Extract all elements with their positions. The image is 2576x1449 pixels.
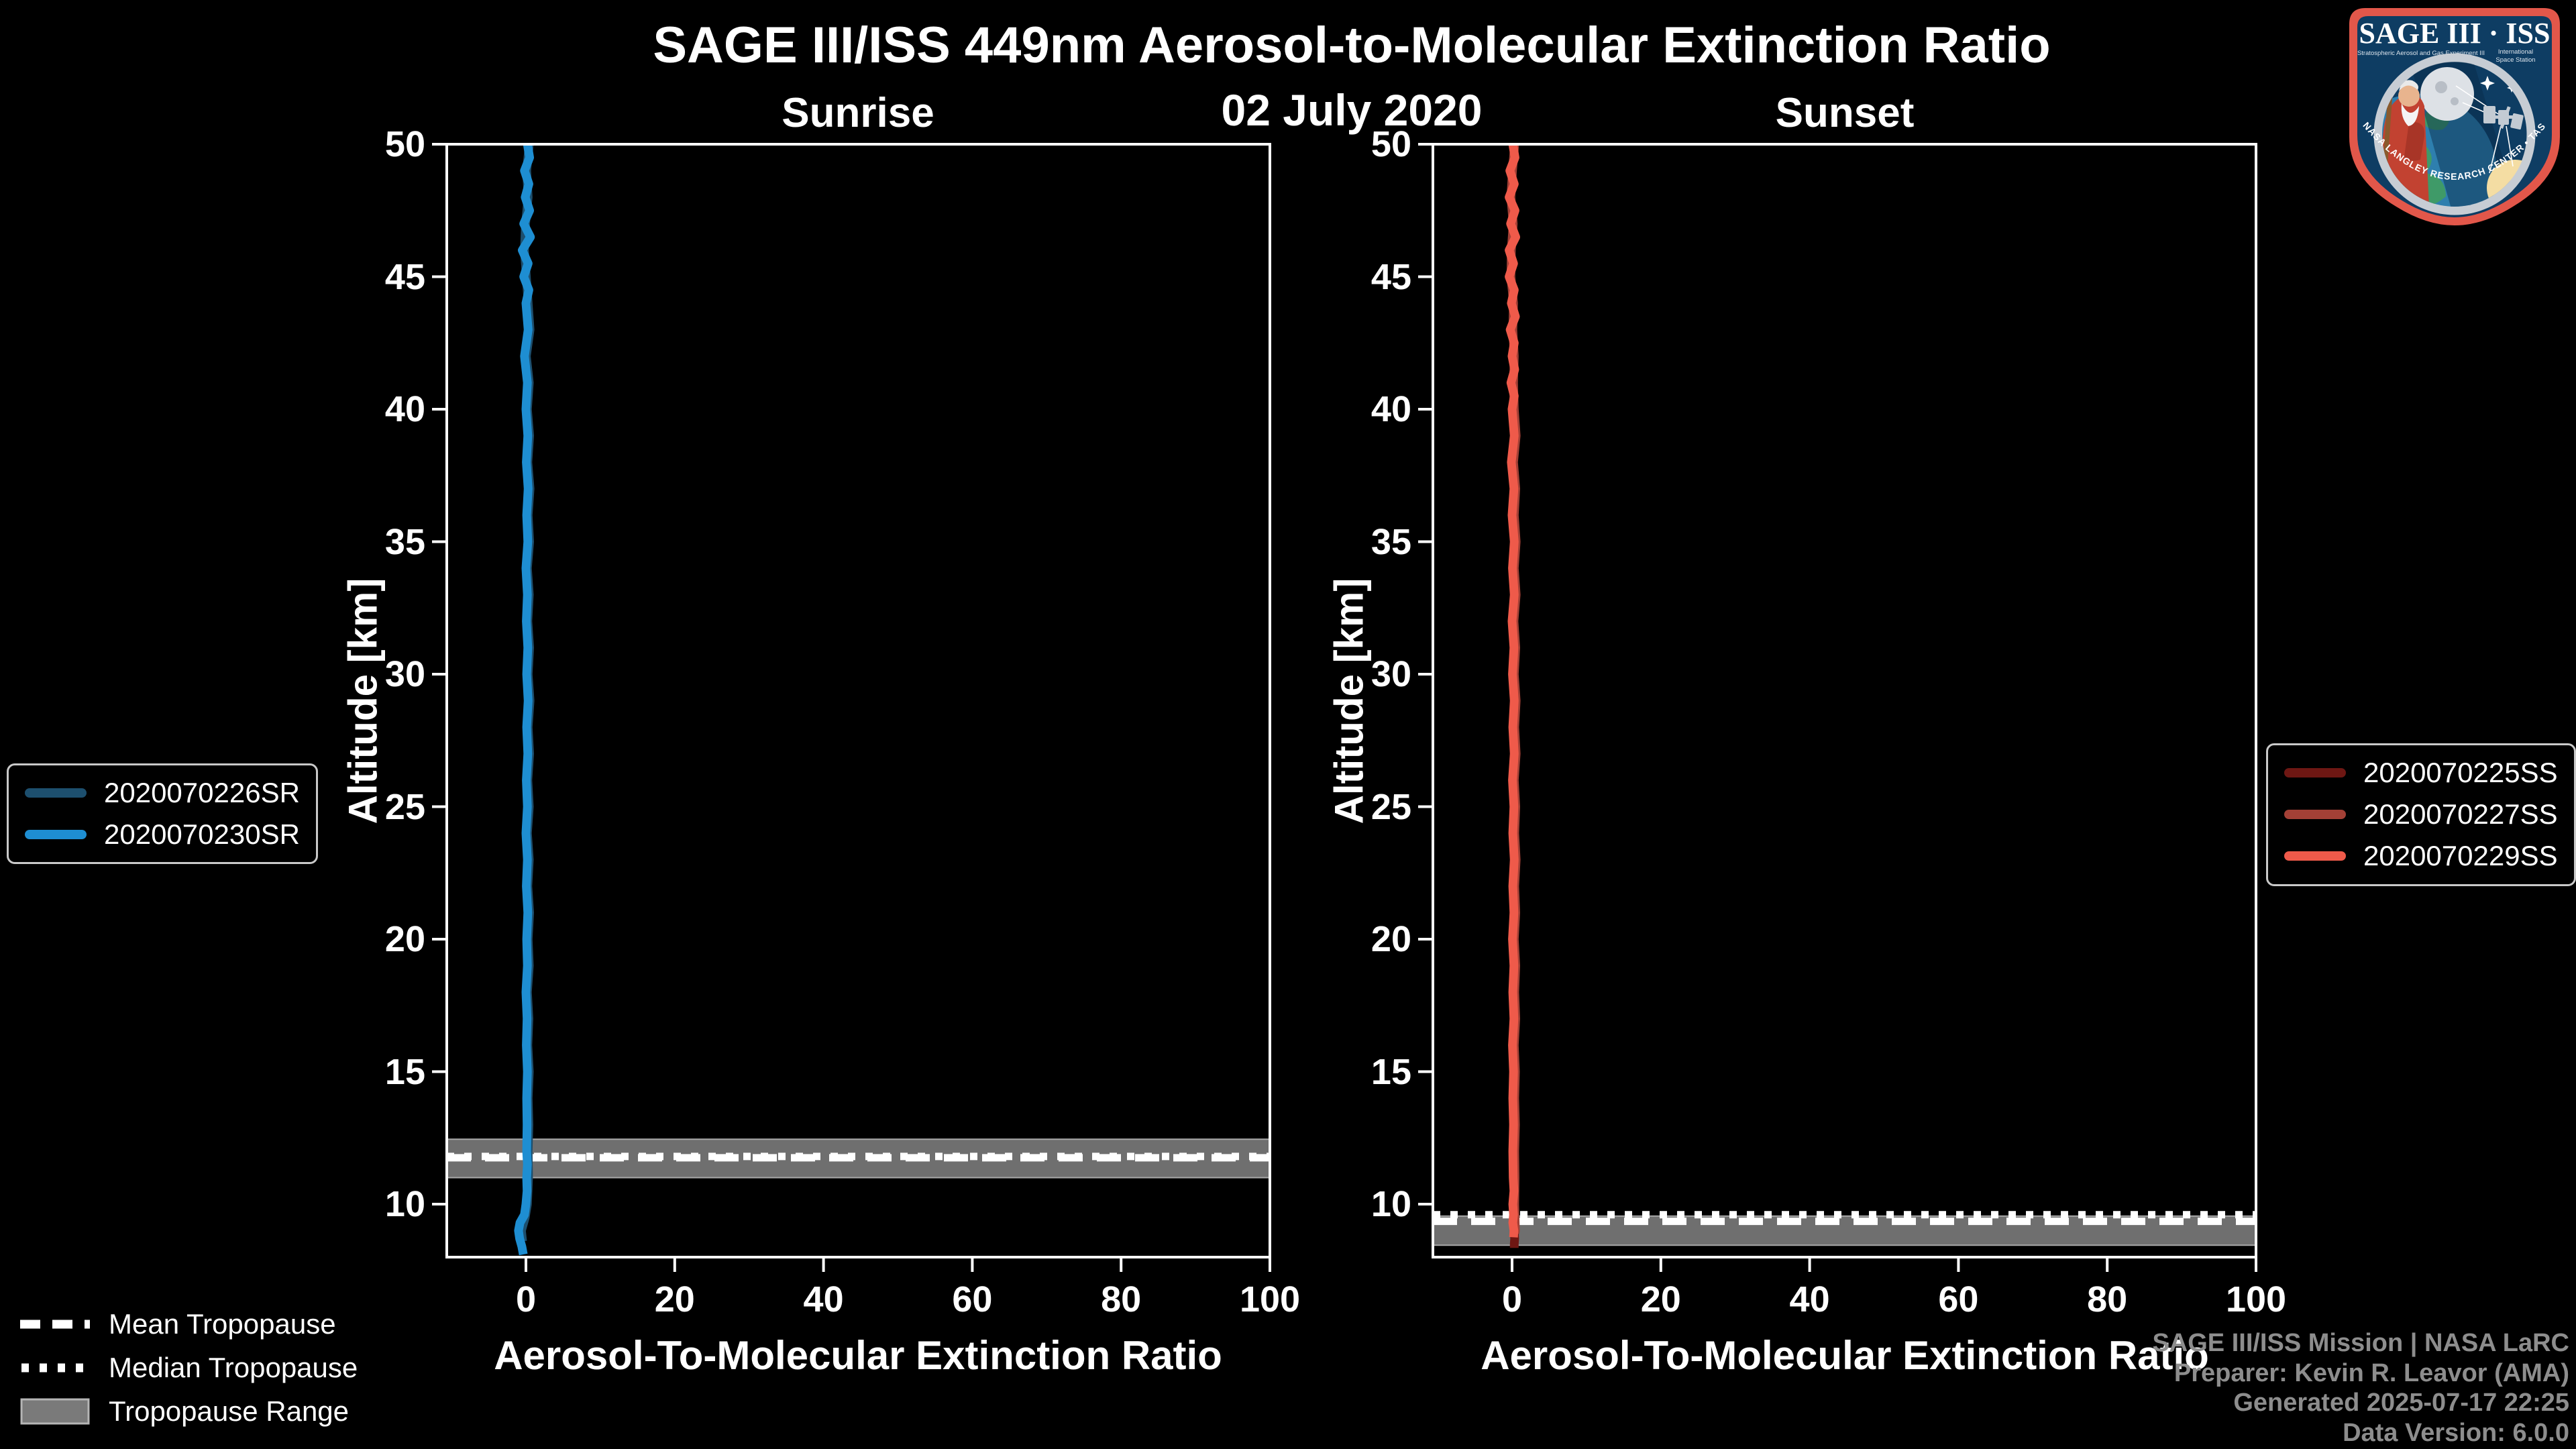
x-tick-label: 60: [1938, 1279, 1979, 1320]
x-tick-label: 0: [515, 1279, 537, 1320]
series-legend-label: 2020070225SS: [2363, 757, 2558, 788]
figure-date-subtitle: 02 July 2020: [1221, 85, 1483, 135]
y-axis-label-sunrise: Altitude [km]: [340, 578, 386, 824]
series-legend-label: 2020070227SS: [2363, 798, 2558, 830]
y-tick-label: 15: [1371, 1051, 1411, 1092]
series-legend-label: 2020070230SR: [104, 818, 300, 851]
y-tick-label: 20: [384, 919, 425, 959]
credit-preparer: Preparer: Kevin R. Leavor (AMA): [2174, 1358, 2569, 1387]
y-tick-label: 45: [384, 256, 425, 297]
legend-row: 2020070230SR: [25, 818, 300, 851]
x-tick-label: 100: [1239, 1279, 1301, 1320]
y-tick-label: 40: [1371, 389, 1411, 429]
y-tick-label: 10: [384, 1184, 425, 1224]
x-tick-label: 100: [2225, 1279, 2287, 1320]
patch-subtitle-right-1: International: [2498, 48, 2533, 56]
legend-label: Tropopause Range: [109, 1395, 350, 1427]
series-color-swatch: [25, 788, 87, 798]
y-tick-label: 15: [384, 1051, 425, 1092]
series-color-swatch: [25, 830, 87, 840]
x-tick-label: 20: [654, 1279, 695, 1320]
legend-label: Median Tropopause: [109, 1352, 358, 1383]
sunrise-series-legend: 2020070226SR 2020070230SR: [7, 763, 318, 865]
y-tick-label: 50: [1371, 124, 1411, 164]
legend-row: 2020070229SS: [2284, 841, 2558, 871]
credit-mission: SAGE III/ISS Mission | NASA LaRC: [2152, 1329, 2569, 1358]
x-tick-label: 40: [803, 1279, 844, 1320]
figure-title: SAGE III/ISS 449nm Aerosol-to-Molecular …: [653, 17, 2051, 74]
legend-row: Mean Tropopause: [20, 1307, 358, 1342]
series-color-swatch: [2284, 851, 2346, 861]
tropopause-range-swatch: [20, 1398, 90, 1425]
y-axis-label-sunset: Altitude [km]: [1326, 578, 1372, 824]
patch-moon-crater: [2451, 97, 2459, 105]
y-tick-label: 30: [384, 654, 425, 694]
plot-frame: [445, 143, 1271, 1258]
profile-line-2020070229SS: [1505, 143, 1520, 1238]
median-tropopause-swatch: [20, 1362, 90, 1373]
patch-title: SAGE III · ISS: [2359, 17, 2551, 50]
patch-subtitle-right-2: Space Station: [2496, 56, 2535, 64]
legend-row: Tropopause Range: [20, 1394, 358, 1429]
patch-moon-crater: [2435, 81, 2447, 93]
y-tick-label: 35: [1371, 521, 1411, 562]
series-legend-label: 2020070229SS: [2363, 840, 2558, 872]
legend-row: 2020070226SR: [25, 777, 300, 808]
tropopause-legend: Mean Tropopause Median Tropopause Tropop…: [20, 1307, 358, 1429]
y-tick-label: 35: [384, 521, 425, 562]
legend-row: Median Tropopause: [20, 1350, 358, 1385]
profile-line-2020070230SR: [514, 143, 535, 1256]
x-tick-label: 0: [1501, 1279, 1523, 1320]
sunset-series-legend: 2020070225SS 2020070227SS 2020070229SS: [2266, 743, 2576, 886]
series-legend-label: 2020070226SR: [104, 777, 300, 808]
y-tick-label: 25: [1371, 786, 1411, 827]
credit-data-version: Data Version: 6.0.0: [2343, 1418, 2569, 1447]
y-tick-label: 45: [1371, 256, 1411, 297]
x-axis-label-sunset: Aerosol-To-Molecular Extinction Ratio: [1481, 1333, 2209, 1378]
x-axis-label-sunrise: Aerosol-To-Molecular Extinction Ratio: [494, 1333, 1222, 1378]
y-tick-label: 25: [384, 786, 425, 827]
x-tick-label: 60: [952, 1279, 993, 1320]
series-color-swatch: [2284, 768, 2346, 778]
mission-logo: SAGE III · ISS Stratospheric Aerosol and…: [2345, 5, 2560, 225]
plot-frame: [1432, 143, 2257, 1258]
series-color-swatch: [2284, 810, 2346, 820]
patch-subtitle-left: Stratospheric Aerosol and Gas Experiment…: [2357, 50, 2485, 57]
y-tick-label: 20: [1371, 919, 1411, 959]
legend-label: Mean Tropopause: [109, 1308, 336, 1340]
credit-generated: Generated 2025-07-17 22:25: [2233, 1389, 2569, 1417]
patch-moon: [2420, 67, 2474, 121]
y-tick-label: 40: [384, 389, 425, 429]
y-tick-label: 10: [1371, 1184, 1411, 1224]
y-tick-label: 50: [384, 124, 425, 164]
x-tick-label: 20: [1640, 1279, 1681, 1320]
y-tick-label: 30: [1371, 654, 1411, 694]
x-tick-label: 80: [2087, 1279, 2128, 1320]
credits-block: SAGE III/ISS Mission | NASA LaRC Prepare…: [2152, 1328, 2569, 1448]
legend-row: 2020070225SS: [2284, 757, 2558, 788]
mean-tropopause-swatch: [20, 1319, 90, 1330]
panel-title-sunset: Sunset: [1775, 90, 1915, 136]
x-tick-label: 40: [1789, 1279, 1830, 1320]
legend-row: 2020070227SS: [2284, 798, 2558, 830]
x-tick-label: 80: [1101, 1279, 1142, 1320]
patch-iss: [2483, 106, 2524, 130]
panel-title-sunrise: Sunrise: [782, 90, 934, 136]
